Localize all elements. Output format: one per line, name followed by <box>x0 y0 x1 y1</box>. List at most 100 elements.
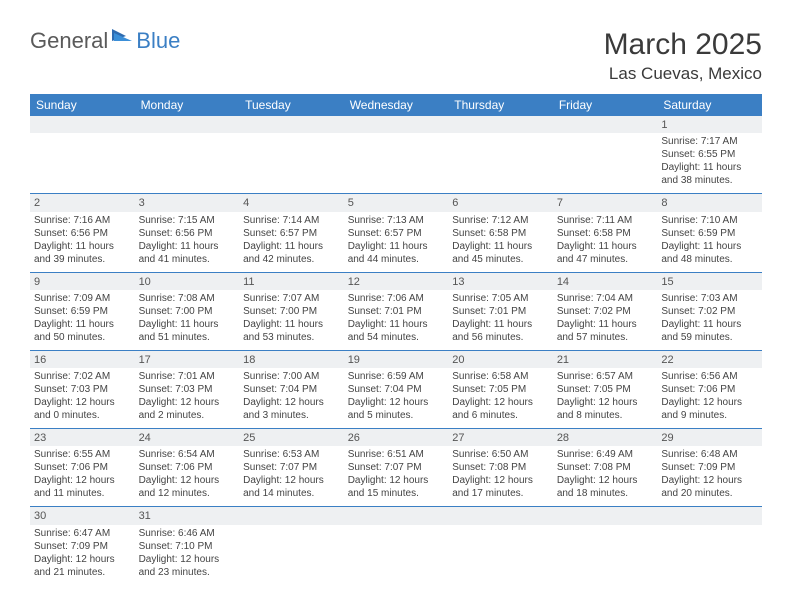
sunrise-line: Sunrise: 7:09 AM <box>34 292 131 305</box>
sunrise-line: Sunrise: 6:59 AM <box>348 370 445 383</box>
day-number: 4 <box>239 194 344 211</box>
daylight-line: Daylight: 11 hours and 57 minutes. <box>557 318 654 344</box>
month-title: March 2025 <box>604 28 762 62</box>
sunrise-line: Sunrise: 7:17 AM <box>661 135 758 148</box>
sunrise-line: Sunrise: 7:06 AM <box>348 292 445 305</box>
title-block: March 2025 Las Cuevas, Mexico <box>604 28 762 84</box>
day-number: 21 <box>553 351 658 368</box>
calendar-day-cell: 28Sunrise: 6:49 AMSunset: 7:08 PMDayligh… <box>553 429 658 507</box>
day-number-empty <box>448 116 553 133</box>
sunrise-line: Sunrise: 7:08 AM <box>139 292 236 305</box>
calendar-day-cell: 23Sunrise: 6:55 AMSunset: 7:06 PMDayligh… <box>30 429 135 507</box>
calendar-empty-cell <box>553 507 658 585</box>
weekday-header: Tuesday <box>239 94 344 116</box>
day-number: 15 <box>657 273 762 290</box>
sunrise-line: Sunrise: 6:49 AM <box>557 448 654 461</box>
sunrise-line: Sunrise: 7:14 AM <box>243 214 340 227</box>
flag-icon <box>112 27 134 50</box>
day-number: 18 <box>239 351 344 368</box>
calendar-head: SundayMondayTuesdayWednesdayThursdayFrid… <box>30 94 762 116</box>
daylight-line: Daylight: 11 hours and 56 minutes. <box>452 318 549 344</box>
day-number: 31 <box>135 507 240 524</box>
sunrise-line: Sunrise: 7:02 AM <box>34 370 131 383</box>
sunset-line: Sunset: 7:08 PM <box>452 461 549 474</box>
daylight-line: Daylight: 12 hours and 2 minutes. <box>139 396 236 422</box>
sunset-line: Sunset: 7:00 PM <box>139 305 236 318</box>
daylight-line: Daylight: 11 hours and 54 minutes. <box>348 318 445 344</box>
day-number: 27 <box>448 429 553 446</box>
daylight-line: Daylight: 12 hours and 14 minutes. <box>243 474 340 500</box>
sunset-line: Sunset: 6:55 PM <box>661 148 758 161</box>
calendar-empty-cell <box>553 116 658 194</box>
weekday-header: Saturday <box>657 94 762 116</box>
calendar-empty-cell <box>448 116 553 194</box>
sunset-line: Sunset: 7:07 PM <box>243 461 340 474</box>
day-number: 14 <box>553 273 658 290</box>
sunset-line: Sunset: 7:08 PM <box>557 461 654 474</box>
calendar-day-cell: 18 Sunrise: 7:00 AMSunset: 7:04 PMDayligh… <box>239 350 344 428</box>
sunset-line: Sunset: 7:02 PM <box>661 305 758 318</box>
sunrise-line: Sunrise: 7:01 AM <box>139 370 236 383</box>
calendar-week-row: 30Sunrise: 6:47 AMSunset: 7:09 PMDayligh… <box>30 507 762 585</box>
sunset-line: Sunset: 7:07 PM <box>348 461 445 474</box>
daylight-line: Daylight: 12 hours and 6 minutes. <box>452 396 549 422</box>
calendar-empty-cell <box>344 116 449 194</box>
day-number-empty <box>135 116 240 133</box>
calendar-empty-cell <box>239 507 344 585</box>
calendar-empty-cell <box>344 507 449 585</box>
daylight-line: Daylight: 12 hours and 5 minutes. <box>348 396 445 422</box>
daylight-line: Daylight: 12 hours and 20 minutes. <box>661 474 758 500</box>
day-number: 9 <box>30 273 135 290</box>
day-number: 2 <box>30 194 135 211</box>
sunrise-line: Sunrise: 6:56 AM <box>661 370 758 383</box>
sunrise-line: Sunrise: 6:54 AM <box>139 448 236 461</box>
day-number-empty <box>657 507 762 524</box>
weekday-header: Friday <box>553 94 658 116</box>
day-number-empty <box>344 116 449 133</box>
sunrise-line: Sunrise: 7:10 AM <box>661 214 758 227</box>
sunset-line: Sunset: 7:05 PM <box>557 383 654 396</box>
sunset-line: Sunset: 7:10 PM <box>139 540 236 553</box>
sunrise-line: Sunrise: 7:16 AM <box>34 214 131 227</box>
logo: General Blue <box>30 28 180 54</box>
day-number: 25 <box>239 429 344 446</box>
sunset-line: Sunset: 7:04 PM <box>348 383 445 396</box>
sunset-line: Sunset: 7:04 PM <box>243 383 340 396</box>
calendar-week-row: 1Sunrise: 7:17 AMSunset: 6:55 PMDaylight… <box>30 116 762 194</box>
day-number: 11 <box>239 273 344 290</box>
daylight-line: Daylight: 12 hours and 3 minutes. <box>243 396 340 422</box>
daylight-line: Daylight: 12 hours and 11 minutes. <box>34 474 131 500</box>
sunrise-line: Sunrise: 7:00 AM <box>243 370 340 383</box>
daylight-line: Daylight: 12 hours and 17 minutes. <box>452 474 549 500</box>
calendar-day-cell: 4Sunrise: 7:14 AMSunset: 6:57 PMDaylight… <box>239 194 344 272</box>
sunrise-line: Sunrise: 6:55 AM <box>34 448 131 461</box>
daylight-line: Daylight: 12 hours and 23 minutes. <box>139 553 236 579</box>
day-number-empty <box>553 116 658 133</box>
sunset-line: Sunset: 6:58 PM <box>557 227 654 240</box>
day-number: 13 <box>448 273 553 290</box>
calendar-day-cell: 15Sunrise: 7:03 AMSunset: 7:02 PMDayligh… <box>657 272 762 350</box>
daylight-line: Daylight: 11 hours and 42 minutes. <box>243 240 340 266</box>
day-number-empty <box>344 507 449 524</box>
day-number: 12 <box>344 273 449 290</box>
daylight-line: Daylight: 11 hours and 48 minutes. <box>661 240 758 266</box>
calendar-week-row: 2Sunrise: 7:16 AMSunset: 6:56 PMDaylight… <box>30 194 762 272</box>
calendar-week-row: 16Sunrise: 7:02 AMSunset: 7:03 PMDayligh… <box>30 350 762 428</box>
day-number: 29 <box>657 429 762 446</box>
day-number: 3 <box>135 194 240 211</box>
day-number: 7 <box>553 194 658 211</box>
sunset-line: Sunset: 7:06 PM <box>34 461 131 474</box>
header: General Blue March 2025 Las Cuevas, Mexi… <box>30 28 762 84</box>
sunrise-line: Sunrise: 7:07 AM <box>243 292 340 305</box>
sunrise-line: Sunrise: 6:48 AM <box>661 448 758 461</box>
calendar-empty-cell <box>239 116 344 194</box>
day-number: 10 <box>135 273 240 290</box>
sunset-line: Sunset: 7:09 PM <box>661 461 758 474</box>
logo-text-general: General <box>30 28 108 54</box>
sunset-line: Sunset: 7:03 PM <box>139 383 236 396</box>
calendar-page: General Blue March 2025 Las Cuevas, Mexi… <box>0 0 792 613</box>
weekday-header: Monday <box>135 94 240 116</box>
calendar-day-cell: 6Sunrise: 7:12 AMSunset: 6:58 PMDaylight… <box>448 194 553 272</box>
calendar-day-cell: 12Sunrise: 7:06 AMSunset: 7:01 PMDayligh… <box>344 272 449 350</box>
day-number-empty <box>553 507 658 524</box>
